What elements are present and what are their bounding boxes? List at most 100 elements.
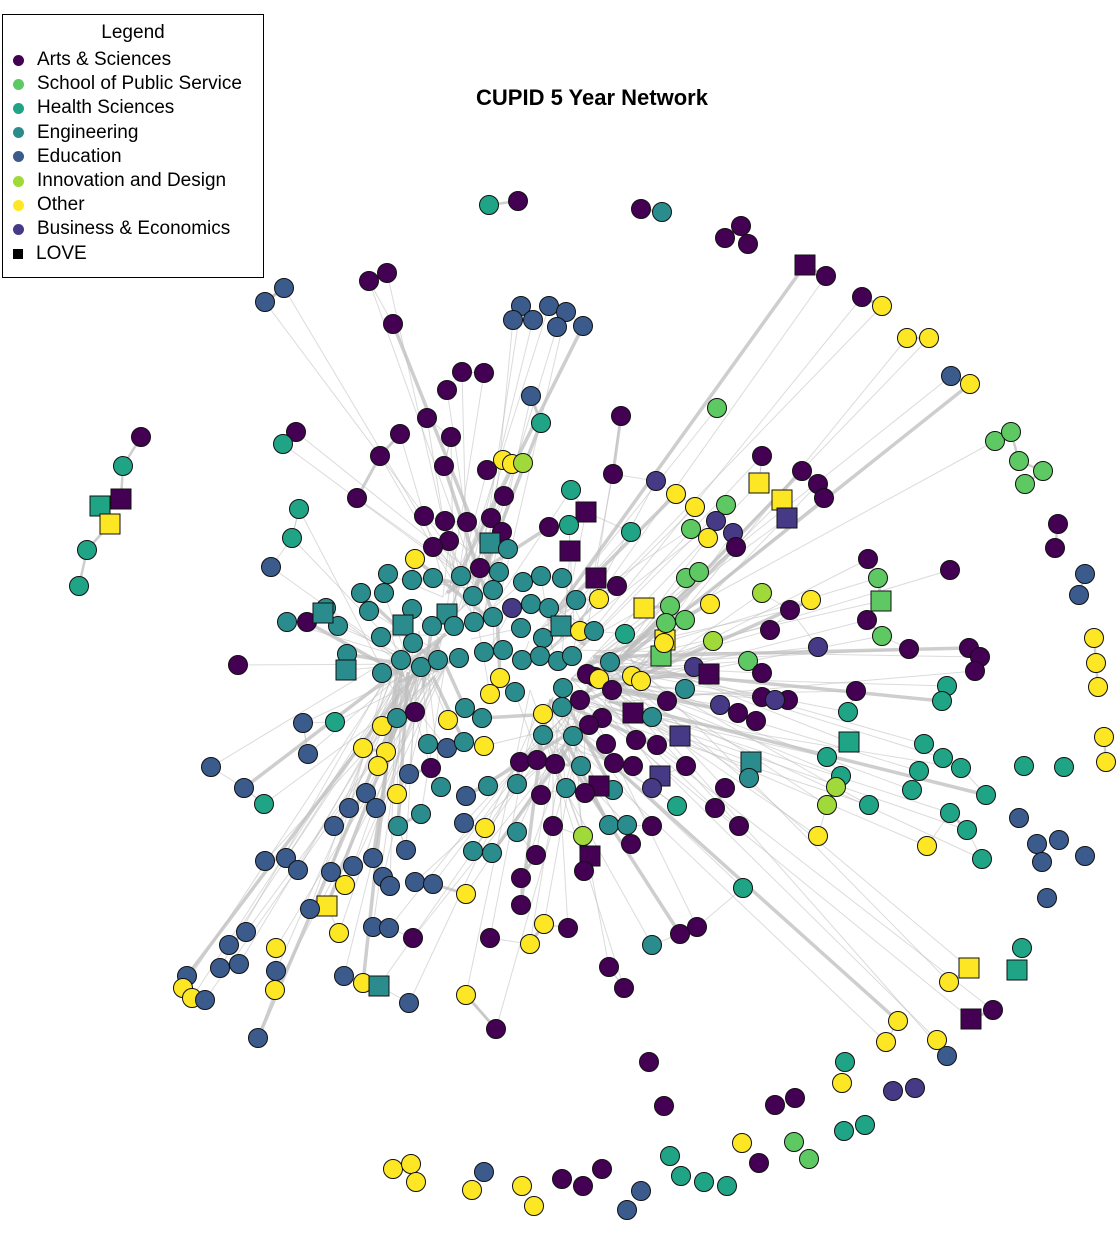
network-node	[706, 511, 726, 531]
network-node	[617, 815, 637, 835]
network-node	[401, 1154, 421, 1174]
network-node	[456, 786, 476, 806]
legend-dot-marker	[13, 127, 24, 139]
love-node	[669, 725, 691, 747]
network-node	[456, 884, 476, 904]
network-node	[298, 744, 318, 764]
network-node	[731, 216, 751, 236]
network-node	[584, 621, 604, 641]
network-edge	[570, 482, 760, 680]
network-edge	[465, 689, 531, 996]
network-node	[1015, 474, 1035, 494]
network-node	[411, 657, 431, 677]
legend-item-label: Education	[37, 145, 122, 167]
network-node	[456, 985, 476, 1005]
network-edge	[547, 263, 807, 623]
network-node	[470, 558, 490, 578]
network-node	[366, 798, 386, 818]
network-node	[1086, 653, 1106, 673]
legend-dot-marker	[13, 78, 24, 90]
network-node	[388, 816, 408, 836]
network-node	[858, 549, 878, 569]
network-node	[985, 431, 1005, 451]
network-node	[444, 616, 464, 636]
love-node	[633, 597, 655, 619]
network-edge	[204, 678, 432, 1001]
network-node	[339, 798, 359, 818]
legend-dot-marker	[13, 175, 24, 187]
network-node	[647, 735, 667, 755]
network-node	[547, 317, 567, 337]
network-node	[543, 816, 563, 836]
network-node	[876, 1032, 896, 1052]
network-node	[418, 734, 438, 754]
network-node	[210, 958, 230, 978]
network-node	[652, 202, 672, 222]
network-node	[933, 748, 953, 768]
network-edge	[585, 275, 827, 615]
network-edge	[302, 675, 405, 724]
network-node	[363, 848, 383, 868]
network-edge	[535, 719, 561, 856]
network-node	[265, 980, 285, 1000]
network-node	[234, 778, 254, 798]
network-node	[656, 613, 676, 633]
network-node	[694, 1172, 714, 1192]
network-edge	[595, 683, 661, 777]
network-node	[746, 711, 766, 731]
network-node	[919, 328, 939, 348]
network-node	[646, 471, 666, 491]
network-node	[524, 1196, 544, 1216]
network-node	[261, 557, 281, 577]
network-node	[273, 434, 293, 454]
network-node	[738, 234, 758, 254]
network-node	[675, 679, 695, 699]
network-node	[939, 972, 959, 992]
legend-item: Other	[3, 193, 263, 217]
network-node	[732, 1133, 752, 1153]
network-node	[883, 1081, 903, 1101]
network-edge	[571, 707, 870, 806]
network-node	[423, 874, 443, 894]
network-node	[1001, 422, 1021, 442]
network-node	[435, 511, 455, 531]
network-node	[526, 845, 546, 865]
network-node	[1033, 461, 1053, 481]
network-edge	[307, 651, 429, 755]
network-node	[715, 778, 735, 798]
network-node	[347, 488, 367, 508]
network-node	[437, 738, 457, 758]
network-node	[909, 761, 929, 781]
love-node	[89, 495, 111, 517]
network-node	[372, 663, 392, 683]
network-node	[475, 818, 495, 838]
network-node	[1012, 938, 1032, 958]
network-node	[681, 519, 701, 539]
network-node	[654, 1096, 674, 1116]
network-node	[229, 954, 249, 974]
legend: Legend Arts & Sciences School of Public S…	[2, 14, 264, 278]
network-node	[325, 712, 345, 732]
network-node	[552, 1169, 572, 1189]
network-node	[437, 380, 457, 400]
network-node	[454, 813, 474, 833]
network-node	[689, 562, 709, 582]
network-node	[254, 794, 274, 814]
network-node	[899, 639, 919, 659]
node-layer	[69, 191, 1116, 1220]
network-node	[464, 612, 484, 632]
network-node	[599, 957, 619, 977]
network-node	[603, 464, 623, 484]
network-node	[399, 764, 419, 784]
legend-item-label: Other	[37, 194, 85, 216]
network-edge	[626, 532, 734, 684]
network-node	[666, 484, 686, 504]
network-edge	[338, 641, 439, 934]
network-edge	[461, 371, 468, 574]
network-node	[521, 594, 541, 614]
network-edge	[382, 637, 443, 878]
network-node	[599, 815, 619, 835]
network-node	[113, 456, 133, 476]
network-node	[334, 966, 354, 986]
network-edge	[559, 748, 682, 935]
